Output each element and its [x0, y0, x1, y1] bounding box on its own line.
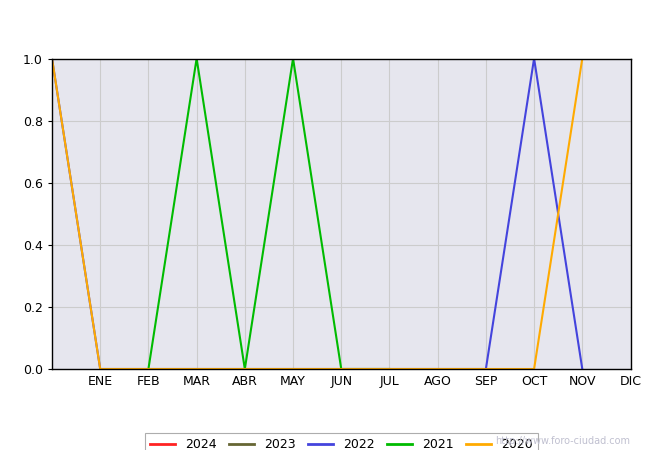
Text: http://www.foro-ciudad.com: http://www.foro-ciudad.com — [495, 436, 630, 446]
Legend: 2024, 2023, 2022, 2021, 2020: 2024, 2023, 2022, 2021, 2020 — [144, 433, 538, 450]
Text: Matriculaciones de Vehiculos en Bañobárez: Matriculaciones de Vehiculos en Bañobáre… — [145, 18, 505, 36]
